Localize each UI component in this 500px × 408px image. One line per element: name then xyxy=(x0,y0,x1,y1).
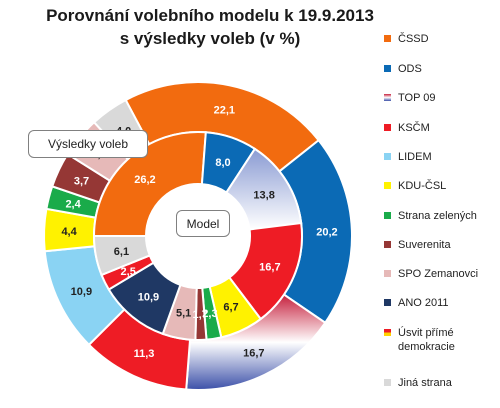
outer-label-top-09: 16,7 xyxy=(243,347,264,359)
inner-slice-cssd xyxy=(92,131,207,237)
legend-label-top-09: TOP 09 xyxy=(398,92,436,104)
legend-label-ano-2011: ANO 2011 xyxy=(398,297,449,309)
legend-label-usvit-prime-demokracie: Úsvit přímé demokracie xyxy=(398,327,455,353)
legend-label-kscm: KSČM xyxy=(398,122,430,134)
inner-ring-model xyxy=(92,131,303,341)
outer-label-strana-zelenych: 2,4 xyxy=(65,199,81,211)
legend-swatch-usvit-prime-demokracie xyxy=(384,329,391,336)
chart-title: Porovnání volebního modelu k 19.9.2013 s… xyxy=(30,4,390,50)
inner-label-suverenita: 1,7 xyxy=(193,309,208,321)
outer-label-ods: 20,2 xyxy=(316,226,337,238)
legend-swatch-top-09 xyxy=(384,94,391,101)
inner-label-top-09: 13,8 xyxy=(253,190,274,202)
legend-swatch-strana-zelenych xyxy=(384,212,391,219)
inner-label-strana-zelenych: 2,3 xyxy=(202,308,217,320)
inner-ring-callout: Model xyxy=(176,210,230,237)
legend-swatch-ods xyxy=(384,65,391,72)
outer-label-kdu-csl: 4,4 xyxy=(61,226,77,238)
outer-ring-callout: Výsledky voleb xyxy=(28,130,148,158)
chart-title-line-2: s výsledky voleb (v %) xyxy=(119,29,301,48)
slice-labels: 22,120,216,711,310,94,42,43,74,34,026,28… xyxy=(61,105,337,360)
chart-title-line-1: Porovnání volebního modelu k 19.9.2013 xyxy=(46,6,374,25)
inner-label-kscm: 16,7 xyxy=(259,261,280,273)
inner-label-cssd: 26,2 xyxy=(134,174,155,186)
inner-label-jina-strana: 6,1 xyxy=(114,246,129,258)
inner-slice-jina-strana xyxy=(92,235,152,277)
legend-label-suverenita: Suverenita xyxy=(398,239,451,251)
legend-swatch-spo-zemanovci xyxy=(384,270,391,277)
legend-swatch-suverenita xyxy=(384,241,391,248)
inner-label-ods: 8,0 xyxy=(215,157,230,169)
legend-label-jina-strana: Jiná strana xyxy=(398,377,452,389)
outer-label-kscm: 11,3 xyxy=(134,348,155,360)
legend-swatch-ano-2011 xyxy=(384,299,391,306)
legend-label-lidem: LIDEM xyxy=(398,151,432,163)
legend-swatch-jina-strana xyxy=(384,379,391,386)
legend-label-ods: ODS xyxy=(398,63,422,75)
legend-label-cssd: ČSSD xyxy=(398,33,429,45)
outer-label-suverenita: 3,7 xyxy=(74,176,89,188)
legend-swatch-kscm xyxy=(384,124,391,131)
inner-label-usvit-prime-demokracie: 2,5 xyxy=(121,266,136,278)
legend-label-spo-zemanovci: SPO Zemanovci xyxy=(398,268,479,280)
legend-swatch-kdu-csl xyxy=(384,182,391,189)
legend-swatch-cssd xyxy=(384,35,391,42)
inner-label-kdu-csl: 6,7 xyxy=(223,302,238,314)
inner-label-ano-2011: 10,9 xyxy=(138,291,159,303)
donut-chart: 22,120,216,711,310,94,42,43,74,34,026,28… xyxy=(43,81,353,391)
outer-label-cssd: 22,1 xyxy=(214,105,235,117)
inner-label-spo-zemanovci: 5,1 xyxy=(176,308,191,320)
outer-label-lidem: 10,9 xyxy=(71,286,92,298)
legend-label-kdu-csl: KDU-ČSL xyxy=(398,180,447,192)
legend-swatch-lidem xyxy=(384,153,391,160)
legend-label-strana-zelenych: Strana zelených xyxy=(398,210,477,222)
